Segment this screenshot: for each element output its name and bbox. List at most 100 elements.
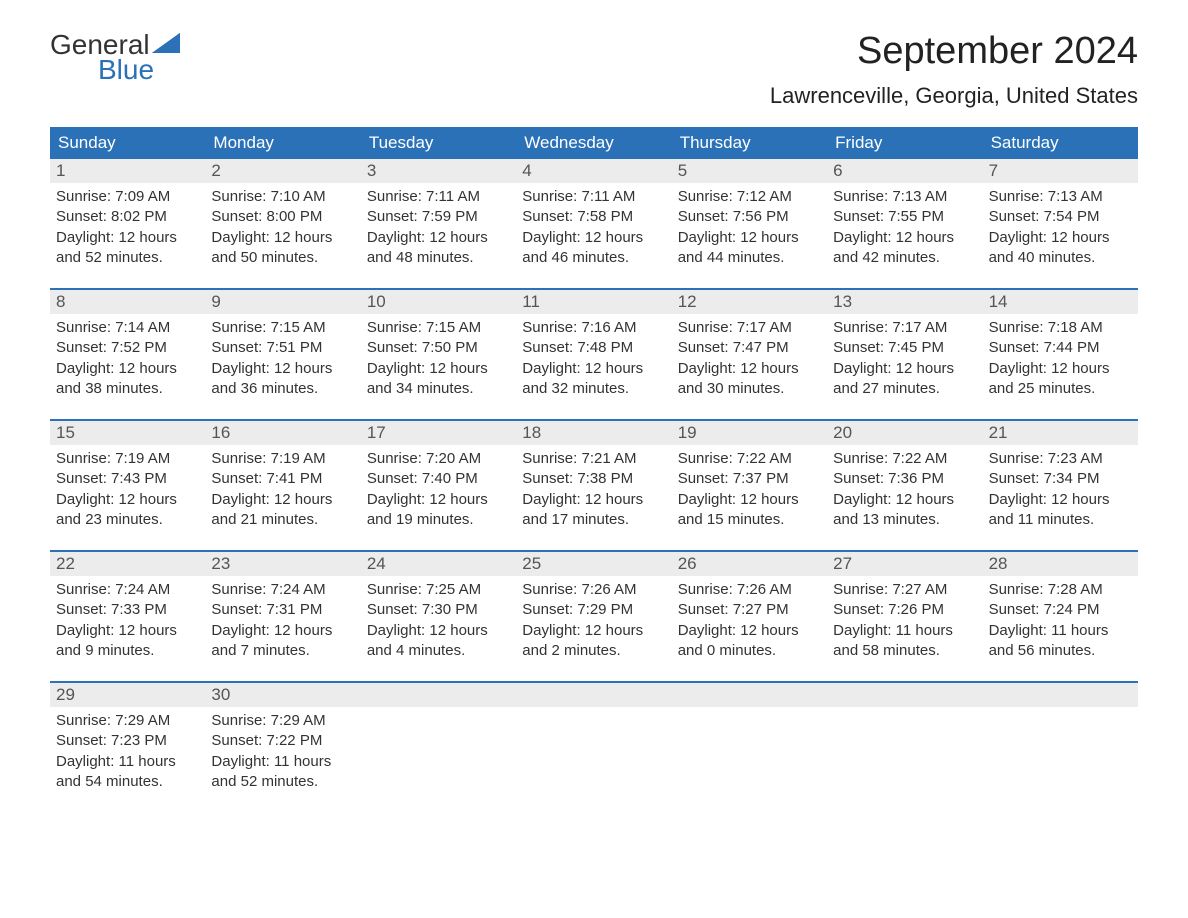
daylight-line1: Daylight: 12 hours <box>989 359 1132 379</box>
header: General Blue September 2024 Lawrencevill… <box>50 30 1138 119</box>
sunset-text: Sunset: 7:54 PM <box>989 207 1132 227</box>
day-body: Sunrise: 7:19 AMSunset: 7:41 PMDaylight:… <box>207 449 358 530</box>
sunset-text: Sunset: 7:33 PM <box>56 600 199 620</box>
day-number: 29 <box>50 683 205 707</box>
day-cell <box>827 683 982 798</box>
day-cell: 10Sunrise: 7:15 AMSunset: 7:50 PMDayligh… <box>361 290 516 405</box>
day-cell: 17Sunrise: 7:20 AMSunset: 7:40 PMDayligh… <box>361 421 516 536</box>
week-row: 1Sunrise: 7:09 AMSunset: 8:02 PMDaylight… <box>50 159 1138 274</box>
daylight-line1: Daylight: 12 hours <box>367 490 510 510</box>
day-cell <box>361 683 516 798</box>
sunset-text: Sunset: 7:29 PM <box>522 600 665 620</box>
day-body: Sunrise: 7:24 AMSunset: 7:33 PMDaylight:… <box>52 580 203 661</box>
sunset-text: Sunset: 7:37 PM <box>678 469 821 489</box>
sunrise-text: Sunrise: 7:25 AM <box>367 580 510 600</box>
day-number: 2 <box>205 159 360 183</box>
day-number: 12 <box>672 290 827 314</box>
sunrise-text: Sunrise: 7:19 AM <box>56 449 199 469</box>
day-number: 30 <box>205 683 360 707</box>
day-body: Sunrise: 7:16 AMSunset: 7:48 PMDaylight:… <box>518 318 669 399</box>
sunrise-text: Sunrise: 7:16 AM <box>522 318 665 338</box>
daylight-line1: Daylight: 12 hours <box>522 228 665 248</box>
daylight-line1: Daylight: 12 hours <box>367 359 510 379</box>
day-body: Sunrise: 7:26 AMSunset: 7:29 PMDaylight:… <box>518 580 669 661</box>
sunset-text: Sunset: 7:56 PM <box>678 207 821 227</box>
sunrise-text: Sunrise: 7:19 AM <box>211 449 354 469</box>
dow-sunday: Sunday <box>50 127 205 159</box>
sunrise-text: Sunrise: 7:10 AM <box>211 187 354 207</box>
daylight-line1: Daylight: 11 hours <box>56 752 199 772</box>
day-cell: 18Sunrise: 7:21 AMSunset: 7:38 PMDayligh… <box>516 421 671 536</box>
day-cell: 7Sunrise: 7:13 AMSunset: 7:54 PMDaylight… <box>983 159 1138 274</box>
sunset-text: Sunset: 7:24 PM <box>989 600 1132 620</box>
logo: General Blue <box>50 30 180 85</box>
daylight-line1: Daylight: 12 hours <box>989 228 1132 248</box>
day-number-empty <box>827 683 982 707</box>
day-body: Sunrise: 7:27 AMSunset: 7:26 PMDaylight:… <box>829 580 980 661</box>
sunset-text: Sunset: 8:00 PM <box>211 207 354 227</box>
day-number: 5 <box>672 159 827 183</box>
sunrise-text: Sunrise: 7:11 AM <box>522 187 665 207</box>
day-cell <box>516 683 671 798</box>
sunrise-text: Sunrise: 7:14 AM <box>56 318 199 338</box>
sunrise-text: Sunrise: 7:28 AM <box>989 580 1132 600</box>
day-cell: 13Sunrise: 7:17 AMSunset: 7:45 PMDayligh… <box>827 290 982 405</box>
daylight-line1: Daylight: 12 hours <box>678 490 821 510</box>
sunset-text: Sunset: 8:02 PM <box>56 207 199 227</box>
day-cell: 24Sunrise: 7:25 AMSunset: 7:30 PMDayligh… <box>361 552 516 667</box>
day-number: 1 <box>50 159 205 183</box>
sunrise-text: Sunrise: 7:29 AM <box>56 711 199 731</box>
sunrise-text: Sunrise: 7:24 AM <box>56 580 199 600</box>
day-body: Sunrise: 7:17 AMSunset: 7:45 PMDaylight:… <box>829 318 980 399</box>
day-cell <box>672 683 827 798</box>
day-cell: 8Sunrise: 7:14 AMSunset: 7:52 PMDaylight… <box>50 290 205 405</box>
sunset-text: Sunset: 7:51 PM <box>211 338 354 358</box>
daylight-line2: and 34 minutes. <box>367 379 510 399</box>
day-cell: 23Sunrise: 7:24 AMSunset: 7:31 PMDayligh… <box>205 552 360 667</box>
day-cell: 19Sunrise: 7:22 AMSunset: 7:37 PMDayligh… <box>672 421 827 536</box>
daylight-line1: Daylight: 11 hours <box>833 621 976 641</box>
sunrise-text: Sunrise: 7:29 AM <box>211 711 354 731</box>
day-body: Sunrise: 7:26 AMSunset: 7:27 PMDaylight:… <box>674 580 825 661</box>
sunset-text: Sunset: 7:34 PM <box>989 469 1132 489</box>
month-title: September 2024 <box>770 30 1138 73</box>
sunset-text: Sunset: 7:52 PM <box>56 338 199 358</box>
day-number: 10 <box>361 290 516 314</box>
week-row: 8Sunrise: 7:14 AMSunset: 7:52 PMDaylight… <box>50 288 1138 405</box>
daylight-line1: Daylight: 12 hours <box>56 359 199 379</box>
dow-friday: Friday <box>827 127 982 159</box>
sunrise-text: Sunrise: 7:24 AM <box>211 580 354 600</box>
sunset-text: Sunset: 7:47 PM <box>678 338 821 358</box>
daylight-line1: Daylight: 12 hours <box>522 621 665 641</box>
title-block: September 2024 Lawrenceville, Georgia, U… <box>770 30 1138 119</box>
daylight-line2: and 38 minutes. <box>56 379 199 399</box>
day-cell: 15Sunrise: 7:19 AMSunset: 7:43 PMDayligh… <box>50 421 205 536</box>
daylight-line2: and 46 minutes. <box>522 248 665 268</box>
daylight-line2: and 30 minutes. <box>678 379 821 399</box>
daylight-line2: and 54 minutes. <box>56 772 199 792</box>
daylight-line2: and 11 minutes. <box>989 510 1132 530</box>
dow-tuesday: Tuesday <box>361 127 516 159</box>
day-body: Sunrise: 7:22 AMSunset: 7:36 PMDaylight:… <box>829 449 980 530</box>
daylight-line2: and 25 minutes. <box>989 379 1132 399</box>
day-cell: 28Sunrise: 7:28 AMSunset: 7:24 PMDayligh… <box>983 552 1138 667</box>
sunrise-text: Sunrise: 7:17 AM <box>833 318 976 338</box>
sunrise-text: Sunrise: 7:09 AM <box>56 187 199 207</box>
day-body: Sunrise: 7:25 AMSunset: 7:30 PMDaylight:… <box>363 580 514 661</box>
day-cell: 1 Sunrise: 7:09 AMSunset: 8:02 PMDaylight… <box>50 159 205 274</box>
day-body: Sunrise: 7:21 AMSunset: 7:38 PMDaylight:… <box>518 449 669 530</box>
day-body: Sunrise: 7:29 AMSunset: 7:22 PMDaylight:… <box>207 711 358 792</box>
day-body: Sunrise: 7:29 AMSunset: 7:23 PMDaylight:… <box>52 711 203 792</box>
sunset-text: Sunset: 7:40 PM <box>367 469 510 489</box>
sunrise-text: Sunrise: 7:26 AM <box>522 580 665 600</box>
day-body: Sunrise: 7:13 AMSunset: 7:54 PMDaylight:… <box>985 187 1136 268</box>
day-body: Sunrise: 7:15 AMSunset: 7:51 PMDaylight:… <box>207 318 358 399</box>
week-row: 29 Sunrise: 7:29 AMSunset: 7:23 PMDayligh… <box>50 681 1138 798</box>
day-number: 21 <box>983 421 1138 445</box>
day-cell: 30 Sunrise: 7:29 AMSunset: 7:22 PMDayligh… <box>205 683 360 798</box>
day-cell: 29 Sunrise: 7:29 AMSunset: 7:23 PMDayligh… <box>50 683 205 798</box>
daylight-line1: Daylight: 12 hours <box>56 228 199 248</box>
day-number-empty <box>672 683 827 707</box>
day-of-week-header: Sunday Monday Tuesday Wednesday Thursday… <box>50 127 1138 159</box>
daylight-line1: Daylight: 11 hours <box>211 752 354 772</box>
